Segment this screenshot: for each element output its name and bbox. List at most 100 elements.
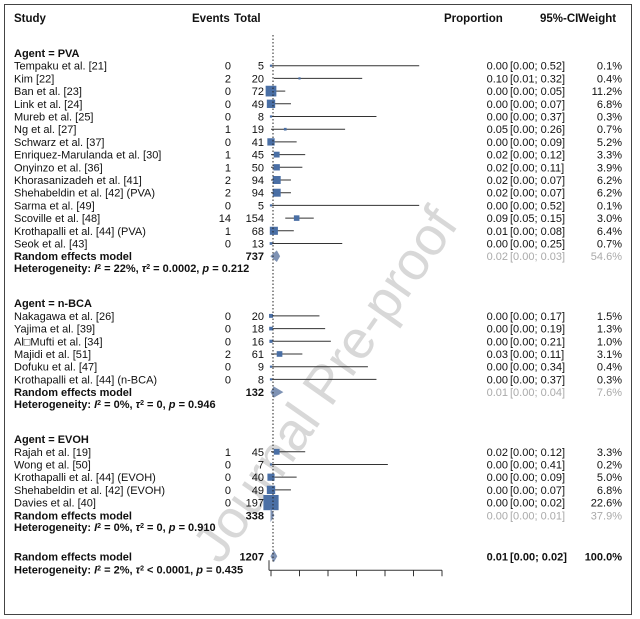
heterogeneity-i2: I bbox=[94, 399, 98, 411]
overall-total: 1207 bbox=[240, 551, 264, 563]
study-proportion: 0.00 bbox=[487, 472, 508, 484]
study-total: 9 bbox=[258, 362, 264, 374]
study-proportion: 0.10 bbox=[487, 73, 508, 85]
heterogeneity-tau_rest: = 0, bbox=[144, 399, 169, 411]
study-total: 68 bbox=[252, 226, 264, 238]
study-total: 154 bbox=[246, 213, 264, 225]
heterogeneity-prefix: Heterogeneity: bbox=[14, 399, 94, 411]
study-weight: 5.0% bbox=[597, 472, 622, 484]
group-label: Agent = PVA bbox=[14, 48, 80, 60]
study-total: 20 bbox=[252, 73, 264, 85]
study-events: 0 bbox=[225, 336, 231, 348]
study-box bbox=[283, 127, 287, 131]
forest-plot-frame: Journal Pre-proof Study Events Total Pro… bbox=[4, 4, 632, 615]
study-name: Dofuku et al. [47] bbox=[14, 362, 97, 374]
study-ci: [0.00; 0.26] bbox=[510, 124, 565, 136]
study-total: 13 bbox=[252, 239, 264, 251]
model-total: 132 bbox=[246, 387, 264, 399]
study-proportion: 0.00 bbox=[487, 374, 508, 386]
study-name: Sarma et al. [49] bbox=[14, 200, 95, 212]
study-box bbox=[272, 176, 281, 184]
heterogeneity-text: Heterogeneity: I2 = 22%, τ2 = 0.0002, p … bbox=[14, 263, 249, 275]
model-ci: [0.00; 0.03] bbox=[510, 251, 565, 263]
overall-ci: [0.00; 0.02] bbox=[510, 551, 567, 563]
study-events: 14 bbox=[219, 213, 231, 225]
study-events: 0 bbox=[225, 498, 231, 510]
study-box bbox=[269, 204, 273, 207]
model-ci: [0.00; 0.01] bbox=[510, 510, 565, 522]
study-proportion: 0.00 bbox=[487, 239, 508, 251]
study-ci: [0.00; 0.07] bbox=[510, 175, 565, 187]
study-ci: [0.00; 0.52] bbox=[510, 200, 565, 212]
heterogeneity-i2: I bbox=[94, 564, 98, 576]
study-weight: 0.2% bbox=[597, 459, 622, 471]
study-proportion: 0.00 bbox=[487, 336, 508, 348]
model-ci: [0.00; 0.04] bbox=[510, 387, 565, 399]
study-ci: [0.00; 0.09] bbox=[510, 137, 565, 149]
overall-weight: 100.0% bbox=[585, 551, 623, 563]
study-events: 2 bbox=[225, 73, 231, 85]
model-total: 737 bbox=[246, 251, 264, 263]
heterogeneity-prefix: Heterogeneity: bbox=[14, 522, 94, 534]
heterogeneity-i2: I bbox=[94, 522, 98, 534]
study-events: 1 bbox=[225, 150, 231, 162]
study-proportion: 0.00 bbox=[487, 137, 508, 149]
study-total: 8 bbox=[258, 374, 264, 386]
study-weight: 0.4% bbox=[597, 73, 622, 85]
study-events: 0 bbox=[225, 311, 231, 323]
study-events: 1 bbox=[225, 447, 231, 459]
study-weight: 6.8% bbox=[597, 99, 622, 111]
study-box bbox=[263, 494, 279, 511]
study-proportion: 0.02 bbox=[487, 175, 508, 187]
study-events: 0 bbox=[225, 61, 231, 73]
study-ci: [0.00; 0.08] bbox=[510, 226, 565, 238]
study-ci: [0.05; 0.15] bbox=[510, 213, 565, 225]
study-box bbox=[269, 115, 273, 118]
study-weight: 0.7% bbox=[597, 239, 622, 251]
study-proportion: 0.00 bbox=[487, 61, 508, 73]
study-name: Krothapalli et al. [44] (PVA) bbox=[14, 226, 146, 238]
study-box bbox=[269, 365, 273, 368]
study-ci: [0.00; 0.11] bbox=[510, 349, 564, 361]
study-box bbox=[273, 164, 280, 171]
heterogeneity-p: p bbox=[168, 522, 176, 534]
study-ci: [0.00; 0.17] bbox=[510, 311, 565, 323]
heterogeneity-p_rest: = 0.212 bbox=[209, 263, 249, 275]
study-proportion: 0.09 bbox=[487, 213, 508, 225]
study-weight: 6.2% bbox=[597, 188, 622, 200]
study-total: 49 bbox=[252, 485, 264, 497]
study-proportion: 0.00 bbox=[487, 86, 508, 98]
heterogeneity-p: p bbox=[168, 399, 176, 411]
superscript-2: 2 bbox=[97, 522, 101, 529]
study-events: 0 bbox=[225, 324, 231, 336]
study-events: 2 bbox=[225, 188, 231, 200]
study-box bbox=[269, 64, 273, 67]
header-weight: Weight bbox=[578, 13, 616, 25]
superscript-2: 2 bbox=[97, 399, 101, 406]
study-box bbox=[276, 351, 283, 357]
study-proportion: 0.00 bbox=[487, 362, 508, 374]
study-box bbox=[272, 188, 281, 197]
study-box bbox=[266, 99, 276, 108]
model-label: Random effects model bbox=[14, 387, 132, 399]
study-events: 0 bbox=[225, 485, 231, 497]
study-total: 49 bbox=[252, 99, 264, 111]
study-name: Kim [22] bbox=[14, 73, 54, 85]
study-ci: [0.00; 0.21] bbox=[510, 336, 565, 348]
study-proportion: 0.00 bbox=[487, 311, 508, 323]
model-weight: 7.6% bbox=[597, 387, 622, 399]
study-total: 20 bbox=[252, 311, 264, 323]
study-box bbox=[267, 473, 275, 481]
heterogeneity-prefix: Heterogeneity: bbox=[14, 263, 94, 275]
superscript-2: 2 bbox=[140, 522, 144, 529]
superscript-2: 2 bbox=[97, 263, 101, 270]
heterogeneity-tau: τ bbox=[136, 564, 141, 576]
study-events: 2 bbox=[225, 349, 231, 361]
heterogeneity-i2_rest: = 22%, bbox=[101, 263, 142, 275]
study-total: 50 bbox=[252, 162, 264, 174]
study-proportion: 0.02 bbox=[487, 150, 508, 162]
heterogeneity-p: p bbox=[195, 564, 203, 576]
study-box bbox=[265, 85, 277, 97]
study-box bbox=[269, 242, 273, 245]
study-name: Tempaku et al. [21] bbox=[14, 61, 107, 73]
